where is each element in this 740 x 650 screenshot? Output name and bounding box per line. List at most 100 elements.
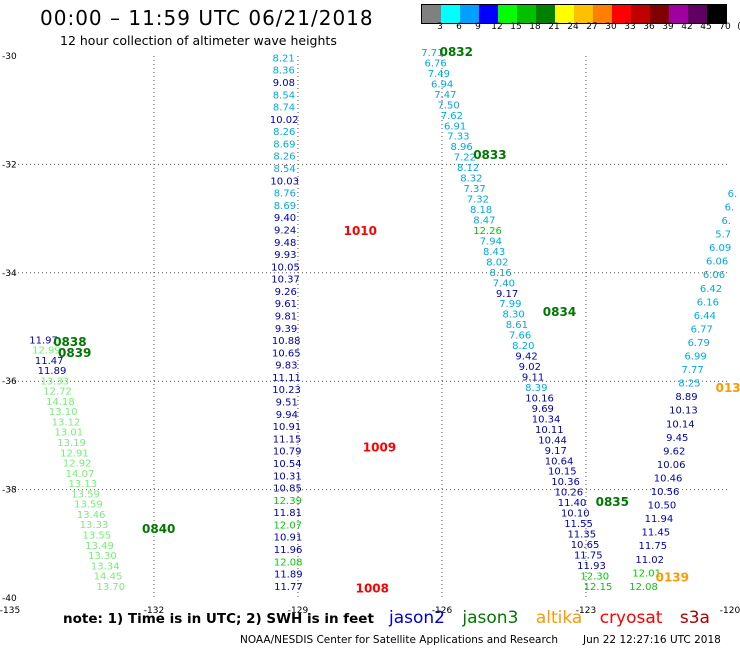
wave-height-value: 7.33 xyxy=(447,132,469,143)
lat-tick-label: -40 xyxy=(2,594,17,604)
wave-height-value: 6.09 xyxy=(709,243,731,254)
satellite-legend: jason2 jason3 altika cryosat s3a xyxy=(389,608,722,628)
wave-height-value: 8.26 xyxy=(273,152,295,163)
wave-height-value: 10.31 xyxy=(273,471,302,482)
pass-time-label: 0839 xyxy=(58,346,91,360)
wave-height-value: 10.50 xyxy=(648,501,677,512)
wave-height-value: 11.81 xyxy=(273,508,302,519)
wave-height-value: 9.81 xyxy=(275,312,297,323)
wave-height-value: 8.18 xyxy=(470,205,492,216)
color-scale-swatch xyxy=(517,5,536,23)
wave-height-value: 9.39 xyxy=(275,324,297,335)
wave-height-value: 11.15 xyxy=(273,434,302,445)
wave-height-value: 12.72 xyxy=(43,387,72,398)
wave-height-value: 6.77 xyxy=(691,324,713,335)
wave-height-value: 9.62 xyxy=(663,446,685,457)
wave-height-value: 7.99 xyxy=(499,299,521,310)
color-scale-label: 30 xyxy=(605,22,617,32)
lon-tick-label: -126 xyxy=(432,606,453,616)
wave-height-value: 6.42 xyxy=(700,284,722,295)
wave-height-value: 11.93 xyxy=(577,561,606,572)
wave-height-value: 10.56 xyxy=(651,487,680,498)
wave-height-value: 8.26 xyxy=(273,127,295,138)
wave-height-value: 8.16 xyxy=(489,268,511,279)
wave-height-value: 9.93 xyxy=(274,250,296,261)
wave-height-value: 7.37 xyxy=(463,184,485,195)
wave-height-value: 8.47 xyxy=(473,215,495,226)
pass-time-label: 0832 xyxy=(440,45,473,59)
wave-height-value: 6.76 xyxy=(425,58,447,69)
wave-height-value: 13.70 xyxy=(96,582,125,593)
wave-height-value: 10.91 xyxy=(274,533,303,544)
wave-height-value: 10.02 xyxy=(270,115,299,126)
wave-height-value: 10.36 xyxy=(551,477,580,488)
wave-height-value: 9.48 xyxy=(274,238,296,249)
wave-height-value: 7.22 xyxy=(454,153,476,164)
color-scale-label: 3 xyxy=(437,22,443,32)
wave-height-value: 8.96 xyxy=(450,142,472,153)
color-scale-label: 6 xyxy=(456,22,462,32)
wave-height-value: 11.45 xyxy=(642,528,671,539)
color-scale-label: 27 xyxy=(586,22,598,32)
wave-height-value: 10.65 xyxy=(272,348,301,359)
color-scale-swatch xyxy=(498,5,517,23)
wave-height-value: 11.75 xyxy=(574,550,603,561)
wave-height-value: 12.08 xyxy=(629,582,658,593)
wave-height-value: 10.65 xyxy=(571,540,600,551)
color-scale-swatch xyxy=(460,5,479,23)
wave-height-value: 8.54 xyxy=(273,164,295,175)
pass-time-label: 0834 xyxy=(543,305,576,319)
wave-height-value: 7.49 xyxy=(428,69,450,80)
wave-height-value: 8.39 xyxy=(525,383,547,394)
wave-height-value: 7.66 xyxy=(509,331,531,342)
wave-height-value: 10.16 xyxy=(525,393,554,404)
color-scale-label: 70 xyxy=(719,22,731,32)
color-scale-swatch xyxy=(593,5,612,23)
wave-height-value: 9.08 xyxy=(273,78,295,89)
wave-height-value: 8.69 xyxy=(274,201,296,212)
wave-height-value: 12.07 xyxy=(274,520,303,531)
wave-height-value: 13.12 xyxy=(52,417,81,428)
lat-tick-label: -34 xyxy=(2,269,17,279)
wave-height-value: 8.43 xyxy=(483,247,505,258)
wave-height-value: 9.45 xyxy=(666,433,688,444)
wave-height-value: 11.89 xyxy=(38,366,67,377)
wave-height-value: 8.12 xyxy=(457,163,479,174)
wave-height-value: 8.76 xyxy=(274,189,296,200)
color-scale-swatch xyxy=(631,5,650,23)
wave-height-value: 9.26 xyxy=(275,287,297,298)
wave-height-value: 9.40 xyxy=(274,213,296,224)
pass-time-label: 0835 xyxy=(596,495,629,509)
wave-height-value: 11.02 xyxy=(635,555,664,566)
wave-height-value: 8.74 xyxy=(273,103,295,114)
wave-height-value: 11.47 xyxy=(35,356,64,367)
lon-tick-label: -129 xyxy=(288,606,309,616)
wave-height-value: 9.94 xyxy=(276,410,298,421)
lon-tick-label: -135 xyxy=(0,606,20,616)
wave-height-value: 7.77 xyxy=(681,365,703,376)
wave-height-value: 13.46 xyxy=(77,510,106,521)
wave-height-value: 6.94 xyxy=(431,79,453,90)
wave-height-value: 13.55 xyxy=(82,530,111,541)
wave-height-value: 11.11 xyxy=(272,373,301,384)
pass-time-label: 013 xyxy=(716,381,740,395)
wave-height-value: 12.15 xyxy=(584,582,613,593)
wave-height-value: 14.45 xyxy=(94,572,123,583)
wave-height-value: 11.75 xyxy=(638,541,667,552)
wave-height-value: 10.54 xyxy=(273,459,302,470)
color-scale-swatch xyxy=(555,5,574,23)
pass-time-label: 0838 xyxy=(53,335,86,349)
color-scale-swatch xyxy=(479,5,498,23)
legend-jason2: jason2 xyxy=(389,608,445,628)
color-scale-label: 45 xyxy=(700,22,712,32)
wave-height-value: 9.69 xyxy=(532,404,554,415)
wave-height-value: 6.06 xyxy=(706,257,728,268)
wave-height-value: 6. xyxy=(728,189,738,200)
legend-jason3: jason3 xyxy=(462,608,519,628)
wave-height-value: 8.25 xyxy=(678,379,700,390)
wave-height-value: 10.13 xyxy=(669,406,698,417)
pass-time-label: 1010 xyxy=(344,224,377,238)
wave-height-value: 11.40 xyxy=(558,498,587,509)
wave-height-value: 8.32 xyxy=(460,174,482,185)
